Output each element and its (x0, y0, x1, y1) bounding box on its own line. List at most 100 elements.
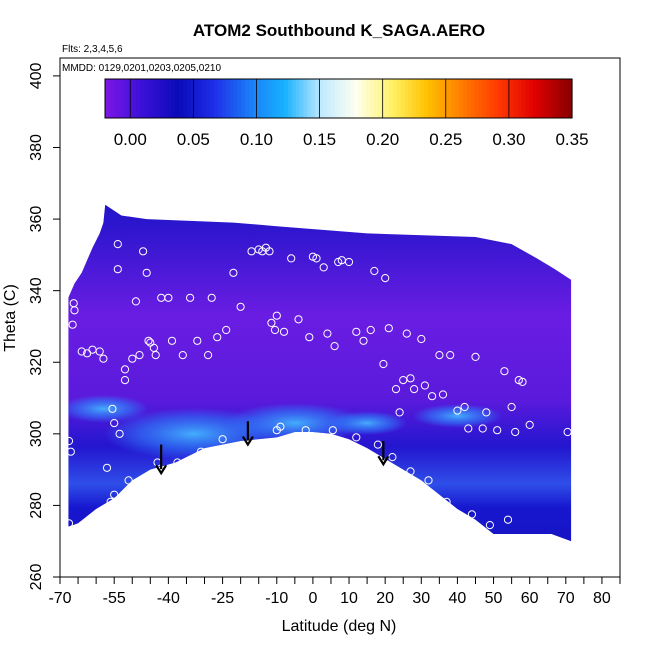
y-tick-label: 260 (28, 564, 45, 591)
colorbar-swatch (381, 79, 386, 118)
colorbar-swatch (556, 79, 561, 118)
x-tick-label: 20 (376, 590, 394, 607)
obs-point (352, 327, 361, 336)
colorbar-swatch (416, 79, 421, 118)
obs-point (493, 426, 502, 435)
colorbar-swatch (241, 79, 246, 118)
colorbar-swatch (404, 79, 410, 118)
obs-point (69, 299, 78, 308)
x-tick-label: -10 (265, 590, 288, 607)
colorbar-tick-label: 0.25 (429, 130, 462, 149)
obs-point (485, 521, 494, 530)
colorbar-swatch (167, 79, 172, 118)
obs-point (312, 254, 321, 263)
obs-point (164, 293, 173, 302)
obs-point (344, 257, 354, 267)
colorbar-swatch (225, 79, 231, 118)
x-tick-label: 80 (593, 590, 611, 607)
obs-point (128, 354, 137, 363)
obs-point (64, 436, 74, 446)
colorbar-swatch (256, 79, 262, 118)
colorbar-swatch (451, 79, 456, 118)
colorbar-swatch (276, 79, 281, 118)
high-value-patch (327, 411, 408, 436)
colorbar-swatch (326, 79, 332, 118)
obs-point (229, 268, 238, 277)
colorbar-swatch (248, 79, 254, 118)
obs-point (366, 325, 375, 335)
obs-point (478, 424, 487, 433)
colorbar-swatch (182, 79, 188, 118)
obs-point (503, 515, 513, 524)
obs-point (301, 426, 310, 435)
obs-point (384, 324, 393, 333)
colorbar-swatch (260, 79, 266, 118)
chart-title: ATOM2 Southbound K_SAGA.AERO (193, 21, 485, 40)
obs-point (563, 427, 572, 437)
flights-label: Flts: 2,3,4,5,6 (62, 44, 123, 55)
dates-label: MMDD: 0129,0201,0203,0205,0210 (62, 63, 221, 74)
colorbar-swatch (431, 79, 437, 118)
obs-point (144, 336, 153, 345)
colorbar-swatch (424, 79, 429, 118)
colorbar-tick-label: 0.10 (240, 130, 273, 149)
colorbar-swatch (229, 79, 235, 118)
colorbar-swatch (311, 79, 316, 118)
surface-arrows (155, 421, 390, 476)
colorbar-swatch (322, 79, 328, 118)
colorbar-swatch (132, 79, 137, 118)
colorbar-swatch (513, 79, 519, 118)
colorbar-swatch (151, 79, 157, 118)
colorbar-swatch (548, 79, 554, 118)
obs-point (120, 376, 130, 385)
colorbar-swatch (439, 79, 445, 118)
colorbar-swatch (466, 79, 472, 118)
y-tick-label: 340 (28, 277, 45, 304)
colorbar-swatch (264, 79, 270, 118)
colorbar-swatch (501, 79, 507, 118)
surface-arrow (377, 440, 390, 467)
colorbar-swatch (112, 79, 118, 118)
colorbar-swatch (560, 79, 565, 118)
y-tick-label: 320 (28, 349, 45, 376)
colorbar-swatch (447, 79, 452, 118)
colorbar-swatch (175, 79, 180, 118)
colorbar-swatch (392, 79, 398, 118)
obs-point (417, 334, 426, 344)
colorbar-tick-label: 0.35 (555, 130, 588, 149)
colorbar-swatch (210, 79, 215, 118)
obs-point (178, 351, 187, 360)
obs-point (108, 404, 117, 413)
colorbar-swatch (178, 79, 184, 118)
colorbar-swatch (509, 79, 515, 118)
colorbar-swatch (163, 79, 168, 118)
obs-point (99, 354, 108, 363)
obs-point (287, 254, 296, 263)
colorbar-swatch (291, 79, 297, 118)
obs-point (464, 424, 473, 433)
obs-point (294, 315, 303, 324)
high-value-patch (224, 403, 365, 444)
colorbar-swatch (482, 79, 487, 118)
colorbar-swatch (315, 79, 320, 118)
obs-point (467, 510, 476, 519)
obs-point (482, 408, 491, 417)
colorbar-swatch (361, 79, 367, 118)
colorbar-swatch (272, 79, 277, 118)
colorbar-swatch (435, 79, 441, 118)
colorbar-tick-label: 0.05 (177, 130, 210, 149)
colorbar-swatch (470, 79, 476, 118)
obs-point (77, 347, 86, 356)
colorbar-swatch (284, 79, 289, 118)
obs-point (265, 247, 274, 256)
colorbar-swatch (299, 79, 305, 118)
obs-point (402, 329, 411, 338)
obs-point (328, 426, 337, 435)
obs-point (267, 318, 276, 327)
obs-point (446, 351, 455, 360)
obs-point (438, 390, 448, 399)
obs-point (352, 433, 361, 442)
obs-point (359, 336, 368, 345)
high-value-patch (412, 403, 503, 428)
